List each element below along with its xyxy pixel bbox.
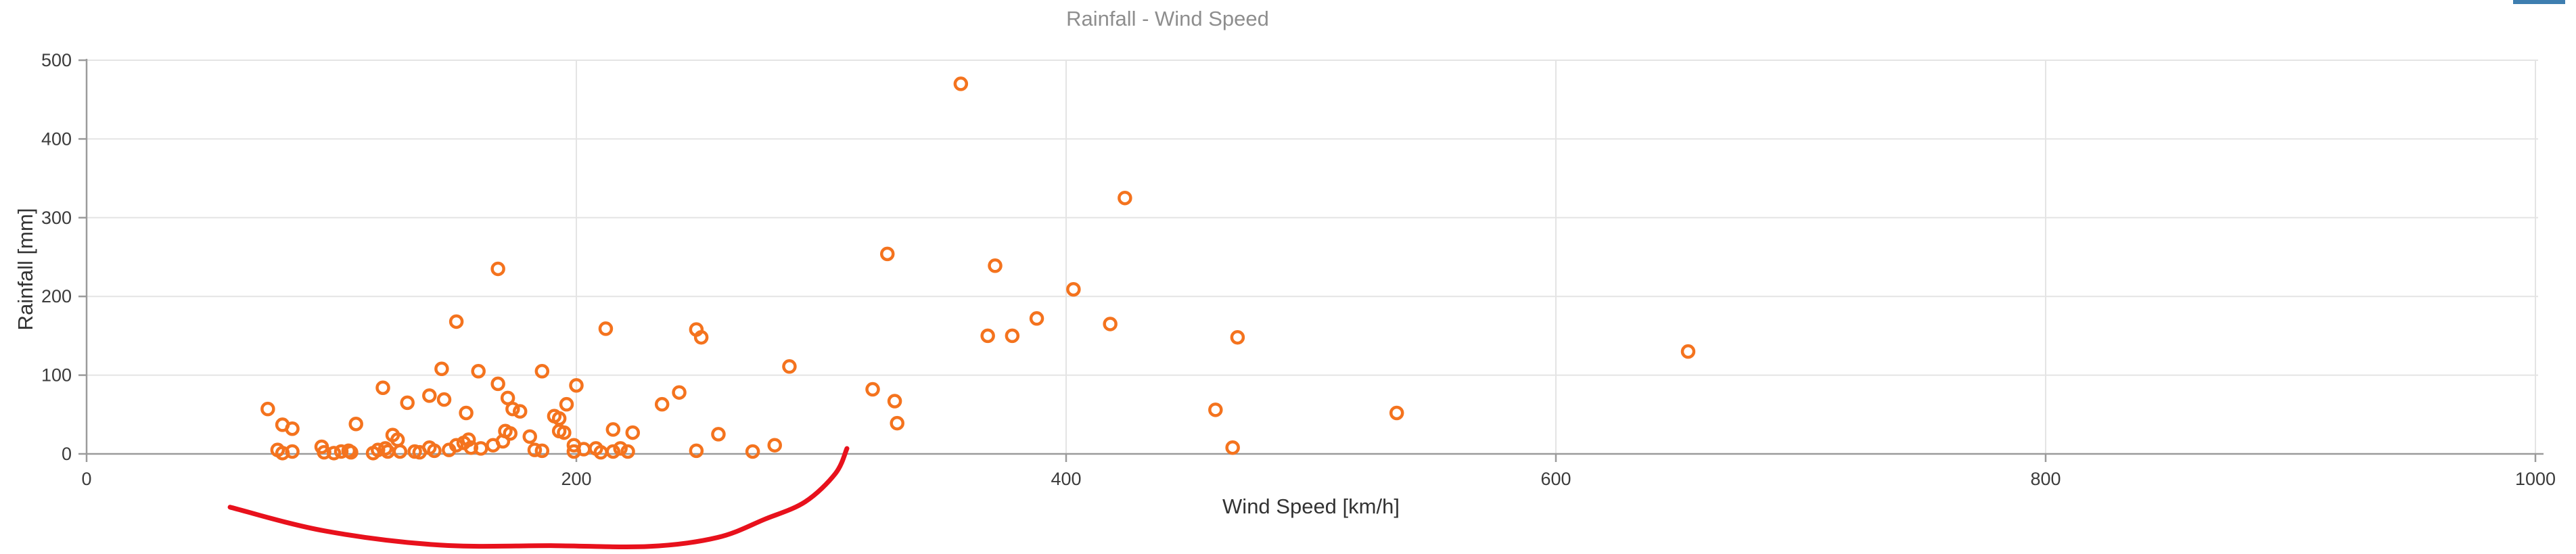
data-point[interactable] bbox=[522, 429, 537, 444]
top-right-button-fragment[interactable] bbox=[2513, 0, 2565, 4]
data-point[interactable] bbox=[427, 443, 442, 459]
data-point[interactable] bbox=[566, 438, 582, 453]
data-point[interactable] bbox=[988, 258, 1003, 273]
data-point[interactable] bbox=[326, 446, 342, 461]
data-point[interactable] bbox=[557, 425, 572, 440]
data-point[interactable] bbox=[605, 444, 621, 459]
data-point[interactable] bbox=[711, 427, 726, 442]
y-tick-label: 0 bbox=[62, 444, 72, 464]
data-point[interactable] bbox=[1005, 328, 1020, 344]
chart-title: Rainfall - Wind Speed bbox=[1066, 7, 1269, 30]
data-point[interactable] bbox=[471, 364, 486, 379]
data-point[interactable] bbox=[490, 261, 505, 277]
y-tick-label: 400 bbox=[41, 129, 72, 149]
data-point[interactable] bbox=[887, 394, 902, 409]
data-point[interactable] bbox=[400, 395, 415, 411]
data-point[interactable] bbox=[534, 443, 550, 459]
data-point[interactable] bbox=[463, 440, 479, 455]
data-point[interactable] bbox=[693, 329, 709, 345]
x-tick-label: 1000 bbox=[2515, 469, 2556, 489]
data-point[interactable] bbox=[490, 376, 505, 392]
data-point[interactable] bbox=[317, 444, 331, 460]
data-point[interactable] bbox=[334, 444, 349, 459]
y-tick-label: 200 bbox=[41, 286, 72, 306]
data-point[interactable] bbox=[434, 361, 449, 377]
y-axis-title: Rainfall [mm] bbox=[14, 208, 37, 331]
data-point[interactable] bbox=[512, 404, 528, 419]
data-point[interactable] bbox=[598, 321, 614, 336]
data-point[interactable] bbox=[285, 421, 300, 436]
data-point[interactable] bbox=[865, 382, 880, 397]
data-point[interactable] bbox=[559, 396, 574, 412]
data-point[interactable] bbox=[672, 385, 687, 400]
x-tick-label: 600 bbox=[1540, 469, 1571, 489]
data-point[interactable] bbox=[527, 442, 543, 457]
data-point[interactable] bbox=[1225, 440, 1240, 455]
y-tick-label: 300 bbox=[41, 208, 72, 228]
data-point[interactable] bbox=[551, 411, 567, 426]
data-point[interactable] bbox=[459, 405, 474, 421]
data-point[interactable] bbox=[461, 432, 476, 447]
data-point[interactable] bbox=[1029, 311, 1044, 326]
data-point[interactable] bbox=[569, 377, 584, 393]
data-point[interactable] bbox=[689, 443, 704, 459]
data-point[interactable] bbox=[392, 444, 408, 459]
data-point[interactable] bbox=[613, 441, 628, 456]
data-point[interactable] bbox=[500, 390, 515, 406]
x-tick-label: 800 bbox=[2030, 469, 2061, 489]
data-point[interactable] bbox=[620, 444, 635, 459]
data-point[interactable] bbox=[534, 364, 550, 379]
data-point[interactable] bbox=[436, 392, 452, 407]
data-point[interactable] bbox=[879, 246, 895, 262]
data-point[interactable] bbox=[1389, 405, 1404, 421]
data-point[interactable] bbox=[980, 328, 995, 344]
data-point[interactable] bbox=[1103, 317, 1118, 331]
data-point[interactable] bbox=[1208, 402, 1223, 417]
x-tick-label: 0 bbox=[81, 469, 91, 489]
data-point[interactable] bbox=[348, 417, 363, 432]
freehand-annotation[interactable] bbox=[227, 446, 850, 550]
data-point[interactable] bbox=[448, 314, 464, 329]
data-point[interactable] bbox=[605, 422, 621, 437]
data-point[interactable] bbox=[375, 380, 390, 395]
data-point[interactable] bbox=[503, 425, 518, 441]
y-tick-label: 100 bbox=[41, 365, 72, 386]
data-point[interactable] bbox=[1118, 190, 1132, 206]
data-point[interactable] bbox=[285, 444, 300, 459]
data-point[interactable] bbox=[390, 432, 405, 447]
data-point[interactable] bbox=[422, 388, 437, 403]
y-tick-label: 500 bbox=[41, 50, 72, 70]
data-point[interactable] bbox=[767, 438, 782, 453]
data-point[interactable] bbox=[1230, 329, 1245, 345]
x-tick-label: 400 bbox=[1051, 469, 1081, 489]
data-point[interactable] bbox=[1066, 281, 1081, 297]
x-axis-title: Wind Speed [km/h] bbox=[1222, 494, 1400, 518]
data-point[interactable] bbox=[1680, 344, 1696, 359]
data-point[interactable] bbox=[625, 425, 641, 440]
x-tick-label: 200 bbox=[561, 469, 591, 489]
data-point[interactable] bbox=[654, 396, 670, 412]
data-point[interactable] bbox=[344, 444, 359, 460]
data-point[interactable] bbox=[953, 76, 969, 91]
data-point[interactable] bbox=[448, 438, 464, 453]
data-point[interactable] bbox=[745, 444, 760, 459]
data-point[interactable] bbox=[782, 359, 797, 374]
data-point[interactable] bbox=[260, 401, 275, 417]
data-point[interactable] bbox=[890, 415, 904, 431]
